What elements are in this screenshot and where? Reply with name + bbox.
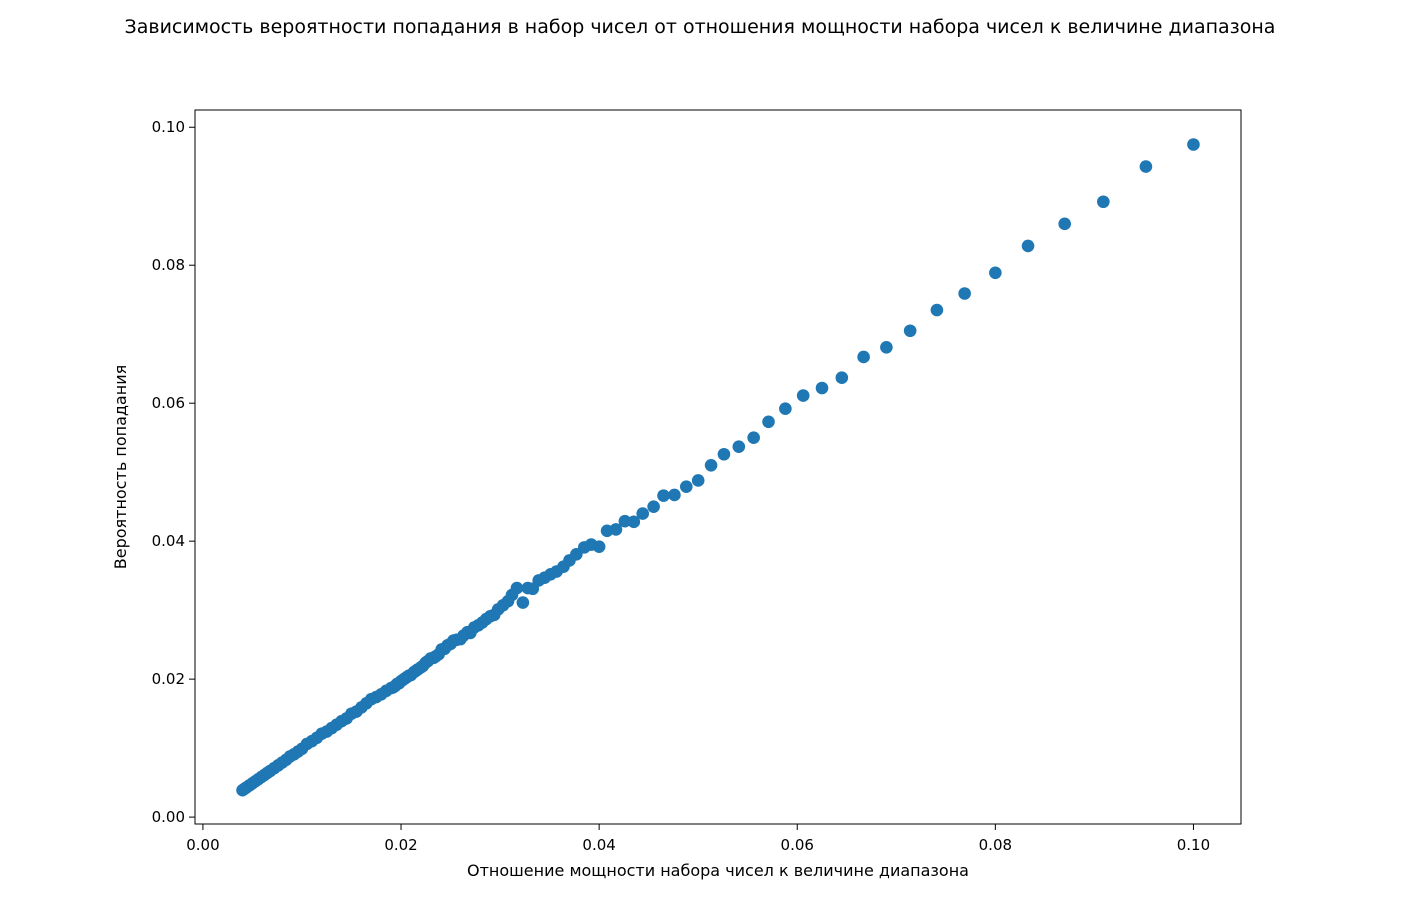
data-point xyxy=(747,431,760,444)
x-tick-label: 0.02 xyxy=(384,836,417,854)
data-point xyxy=(1021,239,1035,253)
x-axis-label: Отношение мощности набора чисел к величи… xyxy=(467,861,969,880)
y-axis-ticks: 0.00 0.02 0.04 0.06 0.08 0.10 xyxy=(152,118,195,826)
chart-title: Зависимость вероятности попадания в набо… xyxy=(125,16,1276,38)
data-point xyxy=(600,524,614,538)
data-point xyxy=(903,324,917,338)
x-tick-label: 0.06 xyxy=(781,836,814,854)
data-point xyxy=(657,489,670,502)
y-tick-label: 0.10 xyxy=(152,118,185,136)
data-point xyxy=(1058,217,1071,231)
data-point xyxy=(762,415,775,429)
data-point xyxy=(958,287,971,300)
data-point xyxy=(680,480,693,493)
y-tick-label: 0.00 xyxy=(152,808,185,826)
data-point xyxy=(618,514,632,528)
y-tick-label: 0.08 xyxy=(152,256,185,274)
data-point xyxy=(989,266,1002,280)
data-point xyxy=(717,447,731,461)
data-point xyxy=(1097,195,1110,209)
data-point xyxy=(704,458,718,472)
data-point xyxy=(930,303,944,317)
x-tick-label: 0.08 xyxy=(979,836,1012,854)
data-point xyxy=(236,783,249,797)
y-axis-label: Вероятность попадания xyxy=(111,365,130,569)
data-point xyxy=(796,389,810,402)
data-point xyxy=(1187,138,1200,151)
x-tick-label: 0.00 xyxy=(186,836,219,854)
y-tick-label: 0.02 xyxy=(152,670,185,688)
data-point xyxy=(668,488,681,502)
data-point xyxy=(647,500,660,513)
y-tick-label: 0.06 xyxy=(152,394,185,412)
data-point xyxy=(835,371,849,384)
data-point xyxy=(779,402,792,416)
data-points xyxy=(236,138,1200,797)
data-point xyxy=(636,507,650,520)
data-point xyxy=(1139,160,1153,173)
data-point xyxy=(732,440,746,453)
data-point xyxy=(880,341,893,354)
data-point xyxy=(516,596,530,609)
y-tick-label: 0.04 xyxy=(152,532,185,550)
x-axis-ticks: 0.00 0.02 0.04 0.06 0.08 0.10 xyxy=(186,824,1210,854)
x-tick-label: 0.10 xyxy=(1177,836,1210,854)
x-tick-label: 0.04 xyxy=(582,836,615,854)
data-point xyxy=(857,350,870,364)
data-point xyxy=(691,474,705,487)
data-point xyxy=(521,581,535,595)
data-point xyxy=(815,381,829,395)
